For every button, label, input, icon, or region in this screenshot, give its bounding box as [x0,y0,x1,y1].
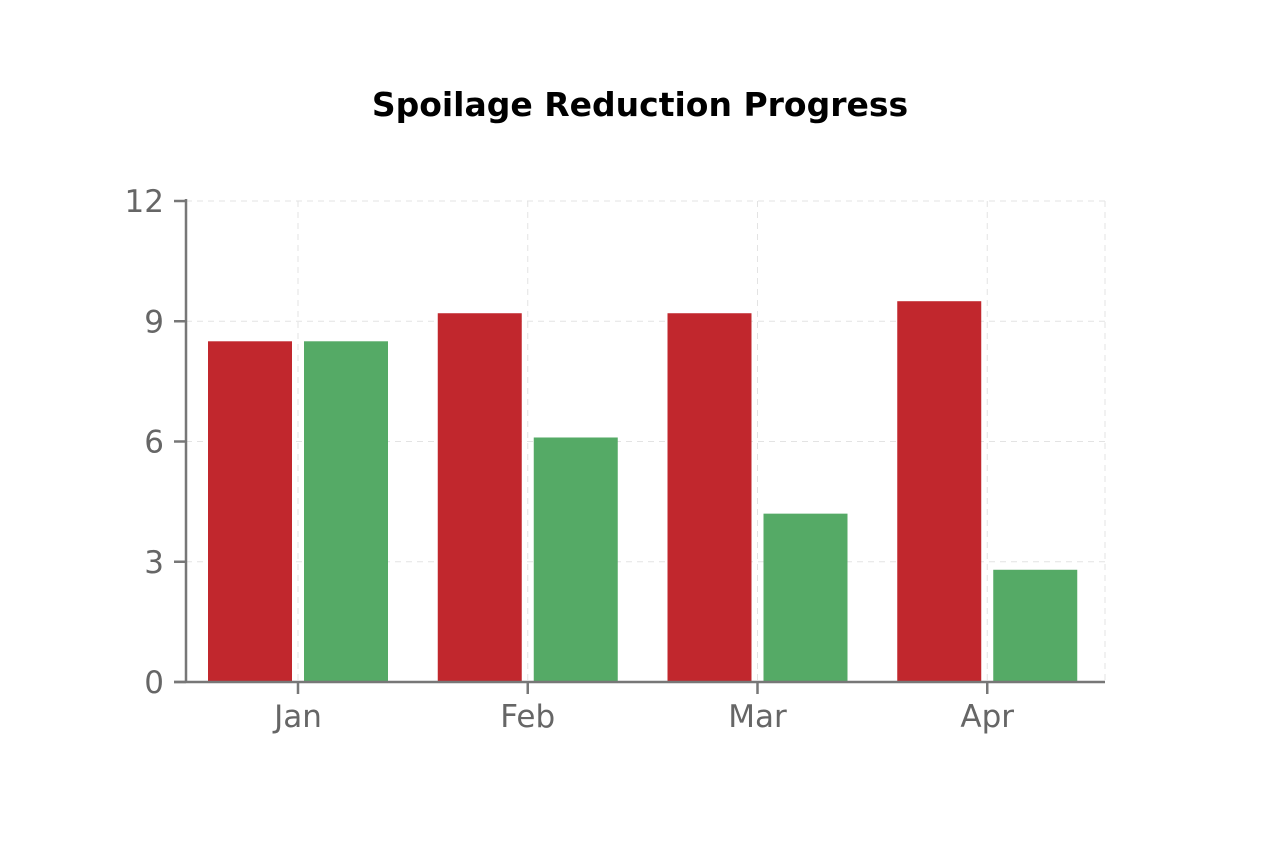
bar-jan-series-2 [304,341,388,682]
y-tick-label: 3 [144,545,164,581]
chart-title: Spoilage Reduction Progress [372,85,908,124]
bar-feb-series-2 [533,437,618,682]
y-tick-label: 0 [144,665,164,701]
x-tick-label: Feb [500,699,555,735]
grid-lines [186,200,1106,682]
y-tick-label: 6 [144,425,164,461]
bar-mar-series-1 [667,313,752,682]
bars [208,301,1078,682]
bar-apr-series-2 [993,569,1078,682]
bar-mar-series-2 [763,513,848,682]
tick-labels: 0 3 6 9 12 Jan Feb Mar Apr [125,184,1015,735]
x-tick-label: Jan [272,699,322,735]
bar-jan-series-1 [208,341,292,682]
x-tick-label: Mar [728,699,787,735]
axes [174,199,1105,694]
y-tick-label: 9 [144,304,164,340]
bar-feb-series-1 [437,313,522,682]
x-tick-label: Apr [960,699,1014,735]
bar-apr-series-1 [897,301,982,682]
y-tick-label: 12 [125,184,164,220]
